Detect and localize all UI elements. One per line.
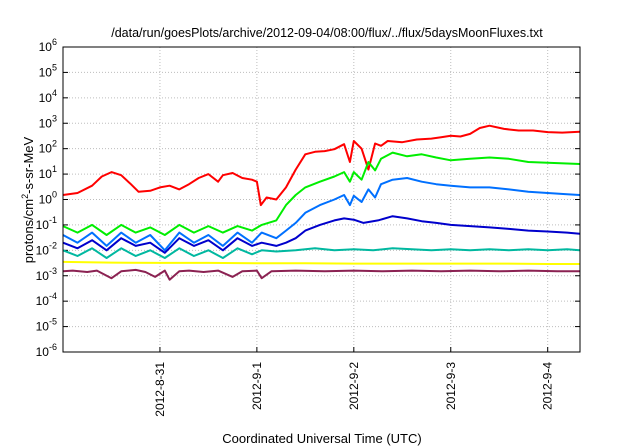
x-tick-label: 2012-9-3: [444, 362, 458, 410]
y-tick-label: 104: [39, 88, 57, 105]
series-group: [62, 124, 580, 281]
plot-frame: [62, 46, 581, 353]
series-line-1: [62, 124, 580, 207]
x-tick-label: 2012-8-31: [153, 362, 167, 417]
x-tick-labels: 2012-8-31 2012-9-1 2012-9-2 2012-9-3 2012-9-…: [153, 362, 555, 417]
y-tick-label: 10-4: [36, 291, 57, 308]
x-tick-label: 2012-9-4: [541, 362, 555, 410]
y-tick-label: 10-2: [36, 240, 57, 257]
y-tick-label: 10-1: [36, 215, 57, 232]
y-tick-label: 105: [39, 62, 57, 79]
y-tick-label: 102: [39, 139, 57, 156]
x-axis-label: Coordinated Universal Time (UTC): [222, 431, 421, 446]
x-tick-label: 2012-9-1: [250, 362, 264, 410]
y-tick-label: 103: [39, 113, 57, 130]
y-tick-label: 10-5: [36, 317, 57, 334]
chart-title: /data/run/goesPlots/archive/2012-09-04/0…: [111, 26, 543, 40]
series-line-5: [62, 247, 580, 259]
series-line-7: [62, 268, 580, 281]
grid: [63, 46, 580, 353]
series-line-2: [62, 151, 580, 236]
y-tick-label: 10-3: [36, 266, 57, 283]
y-tick-label: 100: [39, 190, 57, 207]
x-tick-label: 2012-9-2: [347, 362, 361, 410]
series-line-3: [62, 177, 580, 252]
series-line-4: [62, 215, 580, 254]
y-axis-label-main: protons/cm: [21, 199, 36, 263]
y-axis-label: protons/cm2-s-sr-MeV: [20, 136, 36, 263]
y-tick-label: 106: [39, 37, 57, 54]
y-tick-label: 10-6: [36, 342, 57, 359]
series-line-6: [62, 260, 580, 265]
y-tick-labels: 10-6 10-5 10-4 10-3 10-2 10-1 100 101 102 103 104 1…: [36, 37, 57, 359]
y-axis-label-rest: -s-sr-MeV: [21, 136, 36, 193]
y-tick-label: 101: [39, 164, 57, 181]
y-axis-label-superscript: 2: [20, 194, 30, 199]
